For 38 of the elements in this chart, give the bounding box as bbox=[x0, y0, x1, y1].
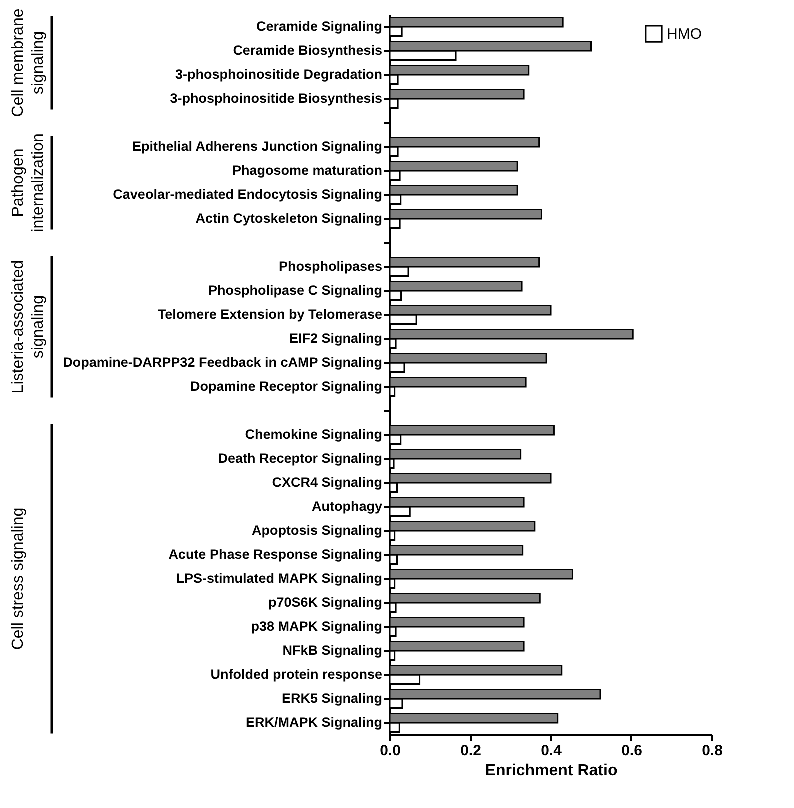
x-tick-label: 0.8 bbox=[702, 742, 723, 760]
y-tick-label: p70S6K Signaling bbox=[268, 595, 382, 610]
x-tick-label: 0.6 bbox=[622, 742, 642, 760]
y-tick-label: Actin Cytoskeleton Signaling bbox=[196, 211, 382, 226]
y-tick-label: Autophagy bbox=[312, 499, 383, 514]
y-tick-label: ERK/MAPK Signaling bbox=[246, 715, 382, 730]
legend-label: HMO bbox=[667, 26, 702, 43]
y-tick-label: Acute Phase Response Signaling bbox=[168, 547, 382, 562]
y-tick-label: Ceramide Signaling bbox=[256, 19, 382, 34]
y-tick-label: Epithelial Adherens Junction Signaling bbox=[132, 139, 382, 154]
y-tick-label: Phagosome maturation bbox=[232, 163, 382, 178]
y-tick-label: p38 MAPK Signaling bbox=[251, 619, 382, 634]
text: Pathogen internalization bbox=[10, 134, 47, 232]
y-tick-label: Chemokine Signaling bbox=[245, 427, 382, 442]
y-tick-label: 3-phosphoinositide Degradation bbox=[175, 67, 382, 82]
x-tick-label: 0.4 bbox=[541, 742, 563, 760]
text: Cell membrane signaling bbox=[10, 8, 47, 118]
y-tick-label: Telomere Extension by Telomerase bbox=[158, 307, 383, 322]
y-tick-label: Dopamine Receptor Signaling bbox=[190, 379, 382, 394]
y-tick-label: CXCR4 Signaling bbox=[272, 475, 382, 490]
y-tick-label: Phospholipase C Signaling bbox=[208, 283, 382, 298]
x-axis-title: Enrichment Ratio bbox=[485, 762, 618, 780]
y-tick-label: Caveolar-mediated Endocytosis Signaling bbox=[113, 187, 382, 202]
y-tick-label: Unfolded protein response bbox=[210, 667, 383, 682]
y-tick-label: Death Receptor Signaling bbox=[218, 451, 382, 466]
y-tick-label: Ceramide Biosynthesis bbox=[233, 43, 382, 58]
y-tick-label: NFkB Signaling bbox=[282, 643, 382, 658]
x-tick-label: 0.2 bbox=[460, 742, 482, 760]
text: Listeria-associated signaling bbox=[10, 260, 47, 394]
text: Cell stress signaling bbox=[10, 508, 27, 650]
y-tick-label: Apoptosis Signaling bbox=[252, 523, 382, 538]
x-tick-label: 0.0 bbox=[380, 742, 401, 760]
y-tick-label: EIF2 Signaling bbox=[289, 331, 382, 346]
y-tick-label: Phospholipases bbox=[278, 259, 382, 274]
y-tick-label: ERK5 Signaling bbox=[282, 691, 382, 706]
y-tick-label: LPS-stimulated MAPK Signaling bbox=[176, 571, 382, 586]
y-tick-label: Dopamine-DARPP32 Feedback in cAMP Signaling bbox=[63, 355, 382, 370]
y-tick-label: 3-phosphoinositide Biosynthesis bbox=[170, 91, 382, 106]
